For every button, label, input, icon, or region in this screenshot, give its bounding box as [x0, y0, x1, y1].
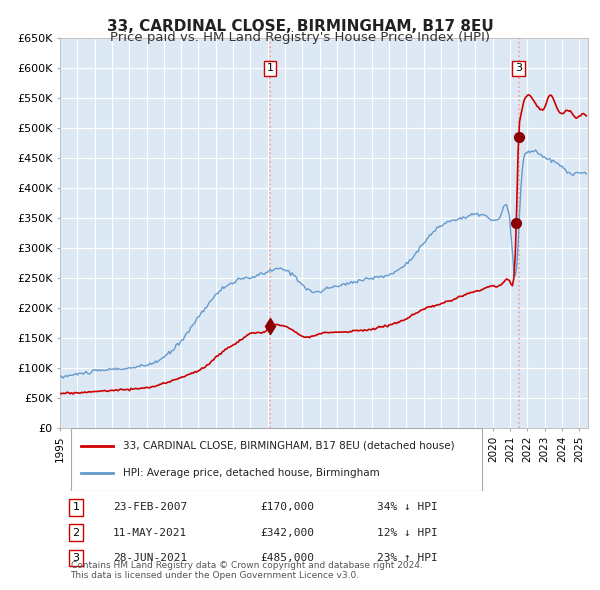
Text: 12% ↓ HPI: 12% ↓ HPI: [377, 527, 437, 537]
Text: Contains HM Land Registry data © Crown copyright and database right 2024.
This d: Contains HM Land Registry data © Crown c…: [71, 561, 422, 581]
Text: 1: 1: [266, 63, 274, 73]
Text: 33, CARDINAL CLOSE, BIRMINGHAM, B17 8EU (detached house): 33, CARDINAL CLOSE, BIRMINGHAM, B17 8EU …: [124, 441, 455, 451]
Text: £170,000: £170,000: [260, 502, 314, 512]
Text: Price paid vs. HM Land Registry's House Price Index (HPI): Price paid vs. HM Land Registry's House …: [110, 31, 490, 44]
Text: 34% ↓ HPI: 34% ↓ HPI: [377, 502, 437, 512]
Text: 3: 3: [73, 553, 79, 563]
Text: 23-FEB-2007: 23-FEB-2007: [113, 502, 187, 512]
Text: 11-MAY-2021: 11-MAY-2021: [113, 527, 187, 537]
Text: 2: 2: [72, 527, 79, 537]
Text: 23% ↑ HPI: 23% ↑ HPI: [377, 553, 437, 563]
Text: 1: 1: [73, 502, 79, 512]
Text: £342,000: £342,000: [260, 527, 314, 537]
Text: £485,000: £485,000: [260, 553, 314, 563]
Text: HPI: Average price, detached house, Birmingham: HPI: Average price, detached house, Birm…: [124, 468, 380, 478]
Text: 3: 3: [515, 63, 522, 73]
Text: 33, CARDINAL CLOSE, BIRMINGHAM, B17 8EU: 33, CARDINAL CLOSE, BIRMINGHAM, B17 8EU: [107, 19, 493, 34]
Text: 28-JUN-2021: 28-JUN-2021: [113, 553, 187, 563]
Bar: [71, 428, 482, 490]
